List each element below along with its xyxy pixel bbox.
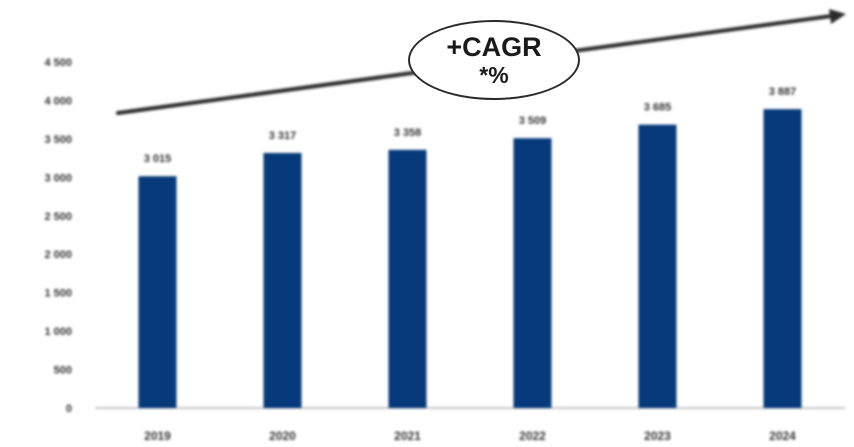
cagr-ellipse: +CAGR *%: [408, 20, 580, 100]
y-tick-label: 3 000: [44, 172, 72, 184]
bar-2024: [763, 109, 802, 409]
y-tick-label: 2 000: [44, 249, 72, 261]
x-tick-label: 2022: [519, 429, 546, 443]
x-tick-label: 2023: [644, 429, 671, 443]
y-tick-label: 1 000: [44, 326, 72, 338]
y-tick-label: 500: [54, 365, 72, 377]
data-label: 3 015: [144, 153, 172, 165]
x-tick-label: 2024: [769, 429, 796, 443]
x-tick-label: 2020: [269, 429, 296, 443]
trend-arrow-head: [829, 9, 846, 24]
data-label: 3 317: [269, 130, 297, 142]
y-tick-label: 2 500: [44, 211, 72, 223]
x-tick-label: 2019: [144, 429, 171, 443]
bar-2023: [638, 124, 677, 409]
y-tick-label: 4 000: [44, 95, 72, 107]
cagr-title: +CAGR: [446, 32, 542, 62]
data-label: 3 887: [769, 86, 797, 98]
bar-2022: [513, 138, 552, 408]
y-tick-label: 3 500: [44, 134, 72, 146]
cagr-percent: *%: [479, 62, 509, 88]
data-label: 3 509: [519, 115, 547, 127]
y-tick-label: 1 500: [44, 288, 72, 300]
x-tick-label: 2021: [394, 429, 421, 443]
data-label: 3 358: [394, 127, 422, 139]
data-label: 3 685: [644, 102, 672, 114]
bar-2020: [263, 152, 302, 408]
y-tick-label: 4 500: [44, 57, 72, 69]
bar-2019: [138, 176, 177, 408]
y-tick-label: 0: [66, 403, 72, 415]
bar-2021: [388, 149, 427, 408]
